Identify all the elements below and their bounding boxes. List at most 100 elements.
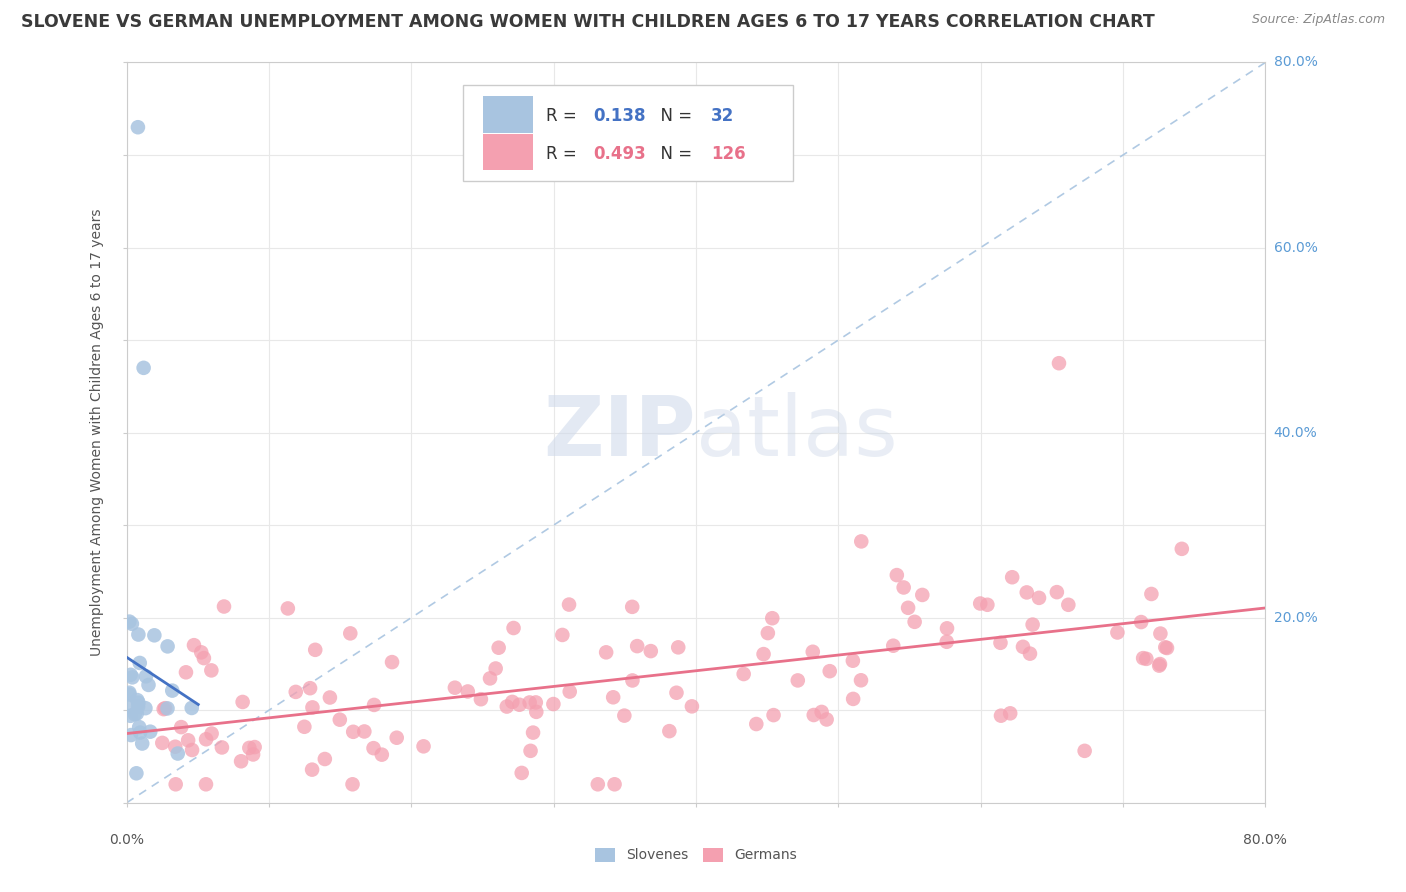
Text: 20.0%: 20.0% [1274,611,1317,624]
Point [1149,626,1171,640]
Point [1135,652,1157,666]
Point [127,699,149,714]
Point [508,698,530,712]
Point [183,638,205,652]
Point [936,621,959,635]
Point [121,616,143,631]
Point [153,701,176,715]
Text: 80.0%: 80.0% [1274,55,1317,70]
Point [558,598,581,612]
Point [733,667,755,681]
Point [129,725,152,739]
Point [124,707,146,722]
Point [232,695,254,709]
Point [762,708,785,723]
Text: R =: R = [546,145,582,162]
Point [212,599,235,614]
Point [1140,587,1163,601]
Text: R =: R = [546,107,582,125]
FancyBboxPatch shape [484,134,533,169]
Point [371,747,394,762]
Point [301,763,323,777]
Point [519,696,541,710]
Point [666,640,689,655]
Point [118,615,141,629]
Point [128,720,150,734]
Point [152,702,174,716]
Point [201,726,224,740]
Point [127,627,149,641]
Point [495,699,517,714]
Point [118,688,141,702]
Point [180,701,202,715]
Point [1001,570,1024,584]
Point [470,692,492,706]
Point [363,698,385,712]
Text: Source: ZipAtlas.com: Source: ZipAtlas.com [1251,13,1385,27]
Point [1073,744,1095,758]
Point [194,777,217,791]
Point [120,668,142,682]
Point [665,686,688,700]
Point [752,647,775,661]
Point [761,611,783,625]
Point [132,360,155,375]
FancyBboxPatch shape [484,96,533,133]
Point [177,733,200,747]
Point [301,700,323,714]
Text: 32: 32 [711,107,734,125]
Point [1149,657,1171,671]
Point [485,661,508,675]
Point [1015,585,1038,599]
Point [339,626,361,640]
Point [558,684,581,698]
Point [849,673,872,688]
Point [127,693,149,707]
Point [134,701,156,715]
Point [621,673,644,688]
Point [502,621,524,635]
Point [385,731,408,745]
Point [170,720,193,734]
Text: 60.0%: 60.0% [1274,241,1317,254]
Point [193,651,215,665]
Point [242,747,264,762]
Point [1021,617,1043,632]
Point [292,720,315,734]
Point [156,640,179,654]
Point [640,644,662,658]
Point [120,708,142,723]
Text: N =: N = [651,107,697,125]
Point [143,628,166,642]
Point [990,636,1012,650]
Text: atlas: atlas [696,392,897,473]
Point [353,724,375,739]
Point [135,669,157,683]
Text: 0.0%: 0.0% [110,833,143,847]
Point [138,678,160,692]
Point [156,701,179,715]
Point [174,665,197,680]
Point [882,639,904,653]
Point [488,640,510,655]
Point [935,634,957,648]
Point [602,690,624,705]
Point [195,732,218,747]
Point [127,696,149,710]
Point [118,686,141,700]
Point [756,626,779,640]
Point [842,692,865,706]
Point [626,639,648,653]
Text: ZIP: ZIP [544,392,696,473]
Point [886,568,908,582]
Text: 40.0%: 40.0% [1274,425,1317,440]
Point [842,654,865,668]
Point [1028,591,1050,605]
Point [818,664,841,678]
Text: SLOVENE VS GERMAN UNEMPLOYMENT AMONG WOMEN WITH CHILDREN AGES 6 TO 17 YEARS CORR: SLOVENE VS GERMAN UNEMPLOYMENT AMONG WOM… [21,13,1154,31]
Point [510,766,533,780]
Point [150,736,173,750]
Point [1012,640,1035,654]
Point [810,705,832,719]
Point [284,685,307,699]
